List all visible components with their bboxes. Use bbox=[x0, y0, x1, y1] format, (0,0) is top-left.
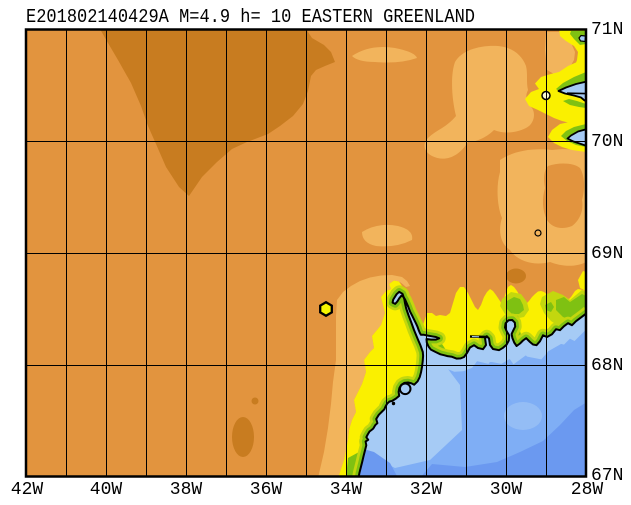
svg-text:E201802140429A M=4.9 h= 10 EAS: E201802140429A M=4.9 h= 10 EASTERN GREEN… bbox=[26, 6, 475, 28]
svg-text:71N: 71N bbox=[591, 20, 623, 40]
svg-text:68N: 68N bbox=[591, 356, 623, 376]
svg-text:40W: 40W bbox=[90, 480, 123, 500]
svg-text:42W: 42W bbox=[11, 480, 44, 500]
svg-text:67N: 67N bbox=[591, 466, 623, 486]
svg-text:69N: 69N bbox=[591, 244, 623, 264]
svg-text:32W: 32W bbox=[410, 480, 443, 500]
svg-text:38W: 38W bbox=[170, 480, 203, 500]
svg-text:28W: 28W bbox=[571, 480, 604, 500]
svg-text:36W: 36W bbox=[250, 480, 283, 500]
svg-text:70N: 70N bbox=[591, 132, 623, 152]
svg-text:34W: 34W bbox=[330, 480, 363, 500]
svg-text:30W: 30W bbox=[490, 480, 523, 500]
